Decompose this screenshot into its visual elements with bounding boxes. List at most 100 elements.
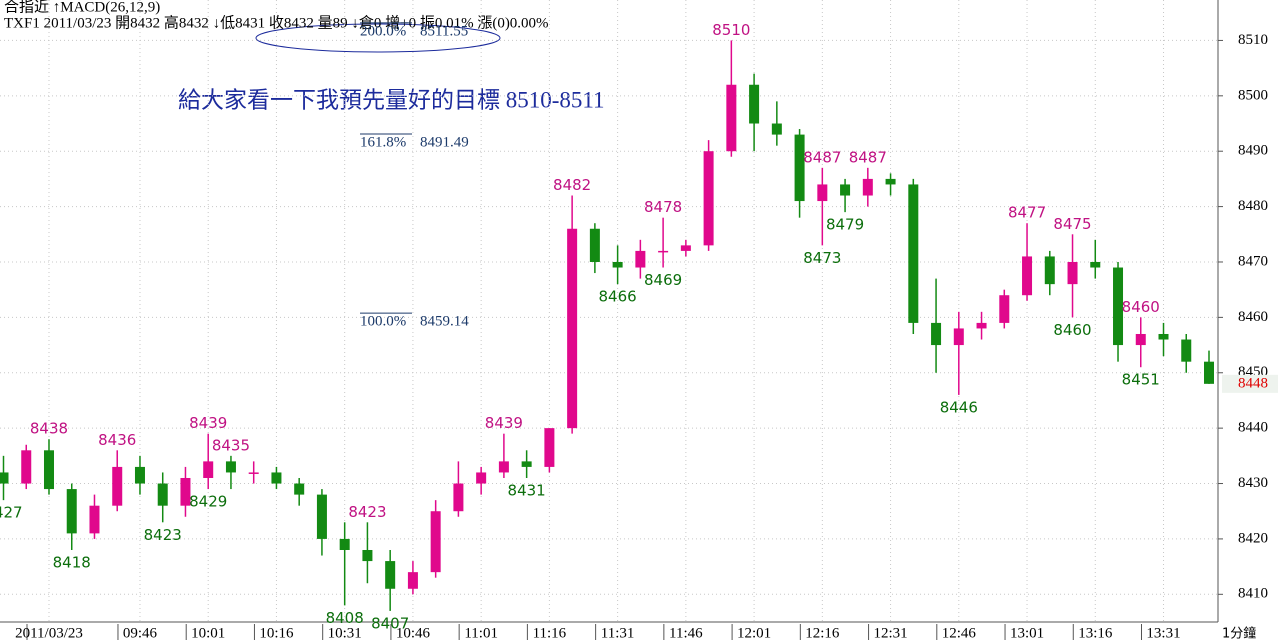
candle-body [157, 483, 168, 506]
high-label: 8477 [1008, 204, 1046, 222]
low-label: 8479 [826, 216, 864, 234]
x-tick-label: 12:31 [873, 625, 907, 641]
candle-body [794, 134, 805, 202]
candle-body [1090, 261, 1101, 268]
candle-body [703, 151, 714, 246]
low-label: 8408 [326, 609, 364, 627]
candle-body [771, 123, 782, 135]
candle-body [476, 472, 487, 484]
header-line1: 合指近 ↑MACD(26,12,9) [4, 0, 160, 15]
candle-body [294, 483, 305, 495]
candle-body [203, 461, 214, 478]
candle-body [680, 245, 691, 251]
high-label: 8478 [644, 198, 682, 216]
low-label: 8469 [644, 271, 682, 289]
low-label: 8431 [508, 481, 546, 499]
candle-body [885, 178, 896, 185]
high-label: 8436 [98, 431, 136, 449]
candle-body [0, 472, 9, 484]
candle-body [1067, 261, 1078, 285]
y-tick-label: 8460 [1238, 309, 1268, 325]
candle-body [407, 572, 418, 589]
candle-body [521, 461, 532, 467]
candle-body [589, 228, 600, 262]
high-label: 8475 [1053, 215, 1091, 233]
candle-body [840, 184, 851, 196]
low-label: 8423 [144, 526, 182, 544]
candle-body [43, 450, 54, 490]
low-label: 8460 [1053, 321, 1091, 339]
x-tick-label: 11:31 [601, 625, 635, 641]
candle-body [862, 178, 873, 196]
candle-body [999, 295, 1010, 323]
last-price: 8448 [1238, 375, 1268, 391]
candle-body [498, 461, 509, 473]
x-tick-label: 10:31 [328, 625, 362, 641]
y-tick-label: 8490 [1238, 143, 1268, 159]
low-label: 8451 [1122, 371, 1160, 389]
x-tick-label: 12:16 [805, 625, 840, 641]
x-tick-label: 13:31 [1146, 625, 1180, 641]
candle-body [385, 561, 396, 589]
candle-body [612, 261, 623, 268]
annotation: 給大家看一下我預先量好的目標 8510-8511 [178, 87, 605, 112]
candle-body [271, 472, 282, 484]
candle-body [953, 328, 964, 346]
low-label: 8429 [189, 493, 227, 511]
candle-body [1113, 267, 1124, 346]
period-label: 1分鐘 [1222, 626, 1256, 642]
candle-body [749, 84, 760, 124]
x-tick-label: 2011/03/23 [15, 625, 83, 641]
high-label: 8439 [485, 414, 523, 432]
candle-body [1135, 333, 1146, 346]
candle-body [89, 505, 100, 534]
candle-body [908, 184, 919, 323]
x-tick-label: 11:46 [669, 625, 703, 641]
x-tick-label: 12:46 [942, 625, 977, 641]
x-tick-label: 10:46 [396, 625, 431, 641]
x-tick-label: 09:46 [123, 625, 158, 641]
y-tick-label: 8410 [1238, 586, 1268, 602]
y-tick-label: 8430 [1238, 475, 1268, 491]
candle-body [362, 549, 373, 562]
candle-body [544, 428, 555, 467]
level-ratio: 161.8% [360, 134, 406, 150]
x-tick-label: 10:01 [191, 625, 225, 641]
candle-body [180, 477, 191, 506]
candle-body [1044, 256, 1055, 285]
x-tick-label: 13:16 [1078, 625, 1113, 641]
y-tick-label: 8480 [1238, 198, 1268, 214]
candle-body [726, 84, 737, 152]
candle-body [21, 450, 32, 484]
y-tick-label: 8420 [1238, 530, 1268, 546]
y-tick-label: 8510 [1238, 32, 1268, 48]
x-tick-label: 10:16 [259, 625, 294, 641]
target-ellipse [255, 23, 501, 53]
candle-body [1181, 339, 1192, 362]
high-label: 8460 [1122, 298, 1160, 316]
x-tick-label: 12:01 [737, 625, 771, 641]
low-label: 8407 [371, 614, 409, 632]
high-label: 8482 [553, 176, 591, 194]
low-label: 8446 [940, 398, 978, 416]
y-tick-label: 8440 [1238, 420, 1268, 436]
level-ratio: 200.0% [360, 23, 406, 39]
candle-body [316, 494, 327, 539]
candle-body [225, 461, 236, 473]
candle-body [817, 184, 828, 202]
high-label: 8439 [189, 414, 227, 432]
low-label: 8427 [0, 504, 23, 522]
candle-body [248, 472, 259, 474]
high-label: 8487 [849, 148, 887, 166]
candle-body [66, 489, 77, 534]
candle-body [134, 466, 145, 484]
y-tick-label: 8500 [1238, 87, 1268, 103]
x-tick-label: 13:01 [1010, 625, 1044, 641]
candle-body [430, 511, 441, 573]
candle-body [567, 228, 578, 429]
candle-body [1204, 361, 1214, 384]
header-line2: TXF1 2011/03/23 開8432 高8432 ↓低8431 收8432… [4, 14, 549, 31]
level-ratio: 100.0% [360, 314, 406, 330]
high-label: 8435 [212, 436, 250, 454]
